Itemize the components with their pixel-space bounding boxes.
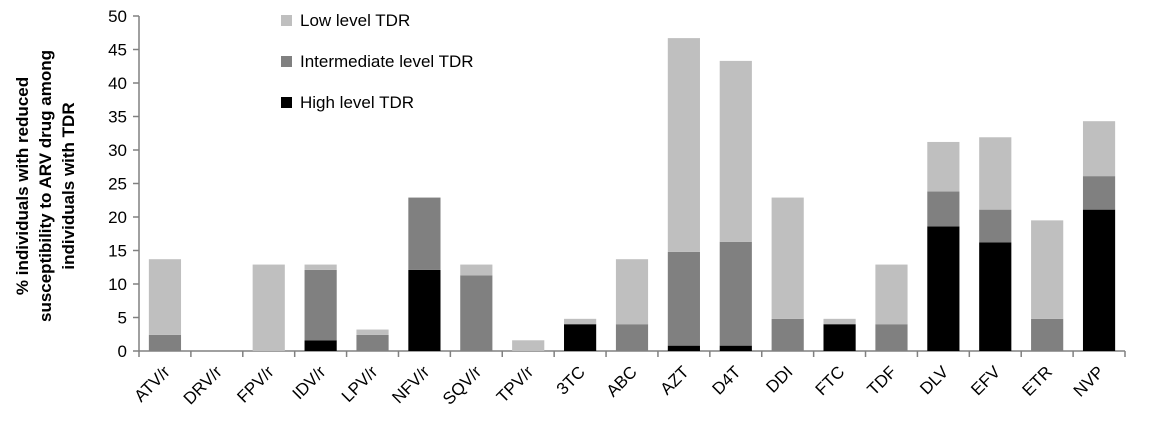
category-label: IDV/r xyxy=(289,362,330,403)
category-label: ATV/r xyxy=(131,362,175,406)
legend-label: Low level TDR xyxy=(300,11,410,30)
bar-segment-dlv-high xyxy=(927,226,960,351)
y-tick-label: 20 xyxy=(108,208,127,227)
bar-segment-nvp-high xyxy=(1082,209,1116,351)
bar-segment-azt-high xyxy=(667,345,700,351)
bar-segment-efv-high xyxy=(979,242,1012,351)
bar-segment-dlv-intermediate xyxy=(927,191,960,227)
y-tick-label: 35 xyxy=(108,108,127,127)
category-label: DLV xyxy=(916,362,952,398)
category-labels: ATV/r DRV/r FPV/r IDV/r LPV/r NFV/r SQV/r TPV/r… xyxy=(131,362,1108,409)
bar-segment-idv-r-high xyxy=(304,340,337,351)
bar-segment-ftc-high xyxy=(823,324,856,351)
bar-segment-efv-intermediate xyxy=(979,209,1012,243)
bar-segment-etr-intermediate xyxy=(1031,318,1064,351)
legend-swatch xyxy=(281,56,292,67)
bar-segment-etr-low xyxy=(1031,220,1064,319)
category-label: ETR xyxy=(1019,362,1056,399)
bar-segment-d4t-low xyxy=(719,60,752,242)
category-label: TDF xyxy=(863,362,900,399)
y-tick-label: 25 xyxy=(108,175,127,194)
legend-label: High level TDR xyxy=(300,93,414,112)
bar-segment-fpv-r-low xyxy=(252,264,285,351)
legend-swatch xyxy=(281,97,292,108)
bar-segment-nfv-r-high xyxy=(408,269,441,351)
category-label: AZT xyxy=(657,362,693,398)
category-label: ABC xyxy=(603,362,641,400)
bar-segment-azt-low xyxy=(667,38,700,252)
bar-segment-atv-r-intermediate xyxy=(148,334,182,351)
bar-segment-dlv-low xyxy=(927,141,960,192)
category-label: LPV/r xyxy=(338,362,382,406)
bar-segment-sqv-r-intermediate xyxy=(460,275,493,351)
bar-segment-tpv-r-low xyxy=(512,340,545,351)
y-tick-label: 45 xyxy=(108,41,127,60)
y-tick-label: 10 xyxy=(108,275,127,294)
bar-segment-nvp-intermediate xyxy=(1082,176,1116,210)
y-tick-label: 0 xyxy=(118,342,127,361)
legend-label: Intermediate level TDR xyxy=(300,52,474,71)
category-label: SQV/r xyxy=(439,362,485,408)
bar-segment-idv-r-low xyxy=(304,264,337,270)
bar-segment-tdf-low xyxy=(875,264,908,325)
bars xyxy=(148,38,1116,351)
category-label: DRV/r xyxy=(180,362,226,408)
bar-segment-ddi-low xyxy=(771,197,804,319)
y-axis-title-line: susceptibility to ARV drug among xyxy=(36,50,55,322)
y-tick-label: 30 xyxy=(108,141,127,160)
bar-segment-abc-intermediate xyxy=(615,324,649,351)
bar-segment-azt-intermediate xyxy=(667,251,700,346)
y-axis-label: % individuals with reduced susceptibility… xyxy=(13,50,78,322)
bar-segment-d4t-high xyxy=(719,345,752,351)
category-label: NVP xyxy=(1070,362,1108,400)
legend: Low level TDR Intermediate level TDR High … xyxy=(281,11,474,112)
bar-segment-nvp-low xyxy=(1082,121,1116,177)
bar-segment-d4t-intermediate xyxy=(719,241,752,346)
bar-segment-ftc-low xyxy=(823,318,856,325)
y-axis-title-line: individuals with TDR xyxy=(59,102,78,269)
category-label: NFV/r xyxy=(388,362,433,407)
y-tick-label: 5 xyxy=(118,309,127,328)
bar-segment-idv-r-intermediate xyxy=(304,269,337,341)
bar-segment-3tc-high xyxy=(564,324,597,351)
bar-segment-sqv-r-low xyxy=(460,264,493,276)
bar-segment-nfv-r-intermediate xyxy=(408,197,441,270)
category-label: FTC xyxy=(812,362,849,399)
bar-segment-ddi-intermediate xyxy=(771,318,804,351)
bar-segment-lpv-r-low xyxy=(356,329,389,335)
y-axis-title-line: % individuals with reduced xyxy=(13,77,32,295)
bar-segment-3tc-low xyxy=(564,318,597,325)
y-tick-label: 15 xyxy=(108,242,127,261)
bar-segment-efv-low xyxy=(979,137,1012,210)
category-label: FPV/r xyxy=(233,362,277,406)
bar-segment-lpv-r-intermediate xyxy=(356,334,389,351)
y-axis: 0 5 10 15 20 25 30 35 40 45 50 xyxy=(108,7,140,361)
category-label: TPV/r xyxy=(493,362,537,406)
category-label: EFV xyxy=(967,362,1004,399)
category-label: 3TC xyxy=(553,362,589,398)
y-tick-label: 40 xyxy=(108,74,127,93)
category-label: DDI xyxy=(762,362,796,396)
bar-segment-abc-low xyxy=(615,259,649,325)
x-axis xyxy=(138,350,1126,357)
bar-segment-tdf-intermediate xyxy=(875,324,908,351)
y-tick-label: 50 xyxy=(108,7,127,26)
category-label: D4T xyxy=(708,362,744,398)
bar-segment-atv-r-low xyxy=(148,259,182,335)
legend-swatch xyxy=(281,15,292,26)
